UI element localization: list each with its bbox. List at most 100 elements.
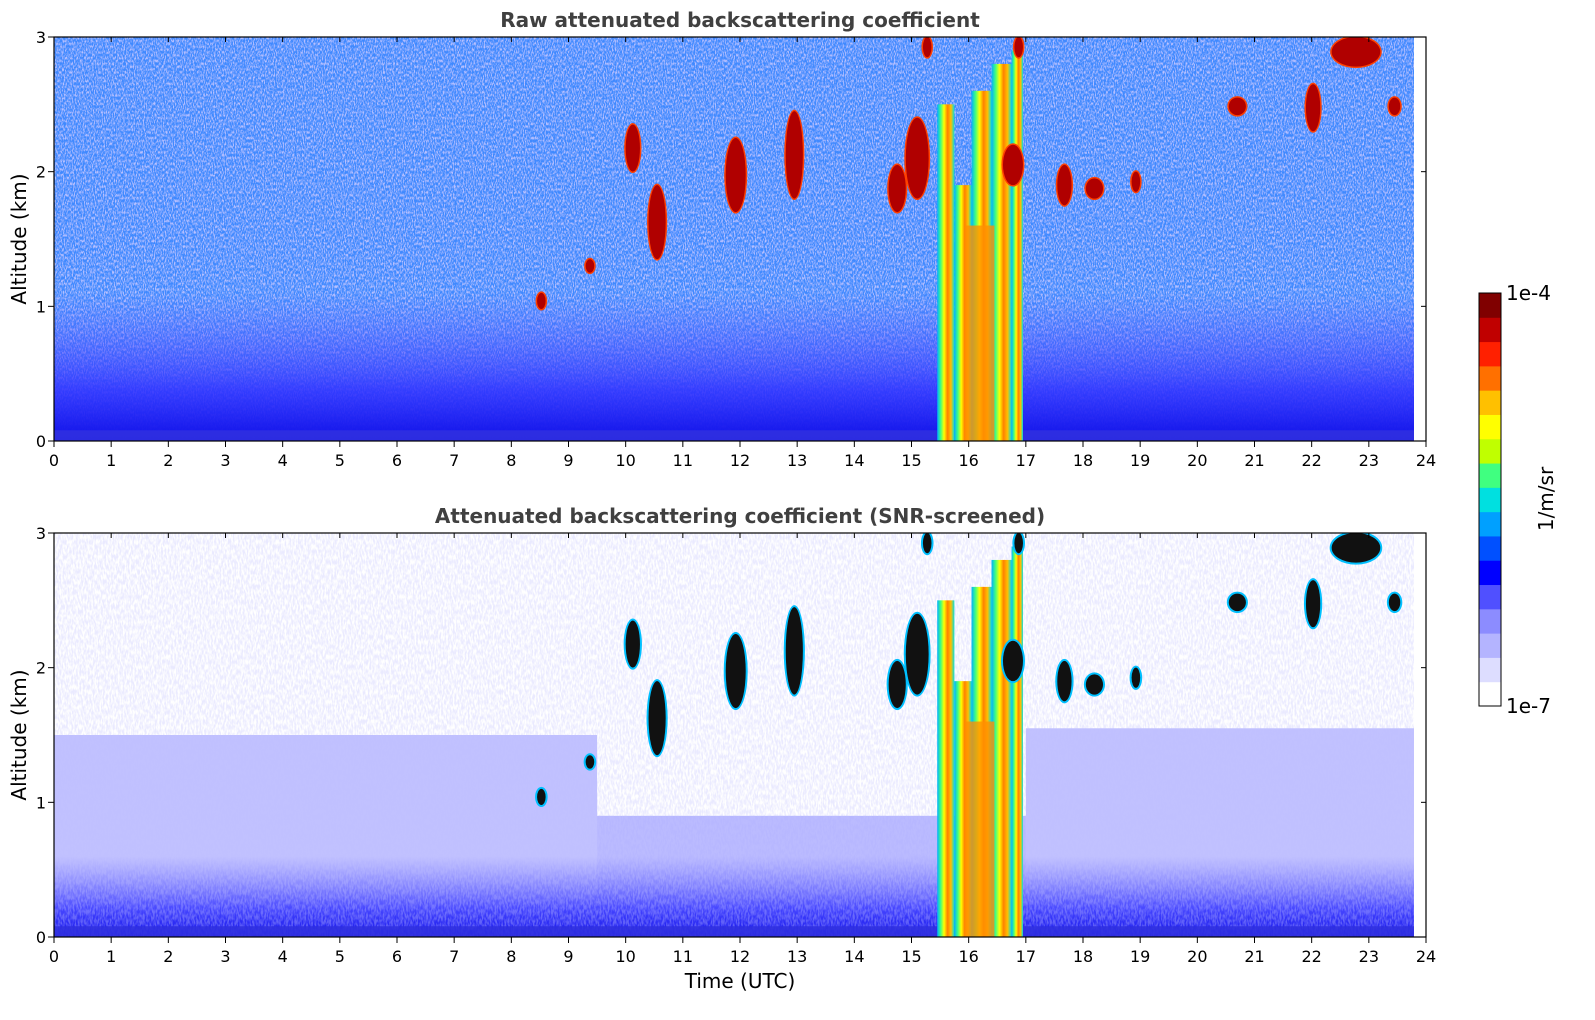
x-tick-label: 20	[1187, 451, 1207, 470]
colorbar-step	[1479, 487, 1501, 513]
cloud-patch	[625, 620, 640, 668]
colorbar-step	[1479, 414, 1501, 440]
colorbar-step	[1479, 463, 1501, 488]
cloud-patch	[1002, 640, 1023, 682]
x-tick-label: 10	[615, 947, 635, 966]
x-tick-label: 12	[730, 947, 750, 966]
x-tick-label: 18	[1073, 947, 1093, 966]
colorbar: 1e-4 1e-7 1/m/sr	[1478, 281, 1558, 718]
cloud-patch	[905, 613, 929, 695]
x-tick-label: 8	[506, 451, 516, 470]
heatmap-layer	[54, 533, 1414, 937]
cloud-patch	[537, 292, 546, 310]
ground-band	[54, 430, 1414, 441]
colorbar-step	[1479, 511, 1501, 537]
plume-segment	[991, 63, 1012, 441]
cloud-patch	[1131, 667, 1141, 688]
y-axis-label-screened: Altitude (km)	[7, 669, 31, 800]
ground-band	[54, 926, 1414, 937]
cloud-patch	[888, 164, 906, 213]
cloud-patch	[1131, 171, 1141, 192]
x-ticks-raw: 0 1 2 3 4 5 6 7 8 9 10 11 12 13 14 15 16 17 18 19 20 21 22 23 24	[49, 37, 1436, 470]
x-tick-label: 8	[506, 947, 516, 966]
plume-segment	[991, 559, 1012, 937]
x-tick-label: 23	[1359, 451, 1379, 470]
cloud-patch	[1388, 97, 1401, 116]
colorbar-unit-label: 1/m/sr	[1534, 466, 1558, 531]
cloud-patch	[1331, 533, 1381, 563]
x-ticks-screened: 0 1 2 3 4 5 6 7 8 9 10 11 12 13 14 15 16 17 18 19 20 21 22 23 24	[49, 533, 1436, 966]
colorbar-step	[1479, 317, 1501, 343]
plume-core	[965, 225, 995, 441]
cloud-patch	[725, 138, 746, 213]
plume-segment	[937, 104, 955, 441]
colorbar-step	[1479, 657, 1501, 683]
y-tick-label: 2	[36, 659, 46, 678]
colorbar-min-label: 1e-7	[1506, 694, 1551, 718]
cloud-patch	[1057, 164, 1072, 206]
chart-title-raw: Raw attenuated backscattering coefficien…	[500, 8, 980, 32]
x-tick-label: 14	[844, 947, 864, 966]
colorbar-step	[1479, 293, 1501, 318]
x-tick-label: 24	[1416, 947, 1436, 966]
x-tick-label: 22	[1301, 451, 1321, 470]
y-tick-label: 1	[36, 297, 46, 316]
x-tick-label: 3	[220, 451, 230, 470]
x-tick-label: 13	[787, 947, 807, 966]
colorbar-step	[1479, 584, 1501, 610]
cloud-patch	[905, 117, 929, 199]
x-tick-label: 21	[1244, 451, 1264, 470]
colorbar-frame	[1478, 292, 1502, 707]
x-tick-label: 21	[1244, 947, 1264, 966]
x-tick-label: 6	[392, 451, 402, 470]
x-tick-label: 14	[844, 451, 864, 470]
y-ticks-screened: 0 1 2 3	[36, 524, 1426, 947]
y-tick-label: 2	[36, 163, 46, 182]
chart-title-screened: Attenuated backscattering coefficient (S…	[435, 504, 1045, 528]
cloud-patch	[1014, 37, 1023, 58]
y-tick-label: 0	[36, 928, 46, 947]
colorbar-steps	[1479, 293, 1501, 707]
cloud-patch	[1388, 593, 1401, 612]
cloud-patch	[922, 37, 932, 58]
colorbar-step	[1479, 633, 1501, 658]
cloud-patch	[585, 259, 595, 273]
cloud-patch	[1228, 593, 1246, 612]
cloud-patch	[1305, 580, 1321, 628]
heatmap-layer	[54, 37, 1414, 441]
plume-core	[965, 721, 995, 937]
x-tick-label: 10	[615, 451, 635, 470]
x-tick-label: 22	[1301, 947, 1321, 966]
y-ticks-raw: 0 1 2 3	[36, 28, 1426, 451]
x-tick-label: 0	[49, 451, 59, 470]
colorbar-step	[1479, 365, 1501, 391]
colorbar-step	[1479, 608, 1501, 634]
cloud-patch	[1305, 84, 1321, 132]
colorbar-step	[1479, 438, 1501, 464]
x-tick-label: 4	[278, 451, 288, 470]
cloud-patch	[1085, 674, 1104, 695]
colorbar-step	[1479, 341, 1501, 367]
x-tick-label: 5	[335, 947, 345, 966]
panel-raw: Raw attenuated backscattering coefficien…	[7, 8, 1436, 470]
cloud-patch	[1331, 37, 1381, 67]
x-tick-label: 16	[958, 451, 978, 470]
y-tick-label: 3	[36, 28, 46, 47]
x-tick-label: 4	[278, 947, 288, 966]
x-tick-label: 19	[1130, 451, 1150, 470]
x-tick-label: 19	[1130, 947, 1150, 966]
colorbar-step	[1479, 535, 1501, 561]
x-tick-label: 2	[163, 451, 173, 470]
heatmap-screened	[54, 533, 1414, 937]
cloud-patch	[1014, 533, 1023, 554]
backscatter-noise	[54, 533, 1414, 937]
x-tick-label: 5	[335, 451, 345, 470]
x-axis-label: Time (UTC)	[684, 969, 796, 993]
cloud-patch	[1057, 660, 1072, 702]
x-tick-label: 12	[730, 451, 750, 470]
plume-segment	[1011, 546, 1023, 937]
colorbar-step	[1479, 681, 1501, 707]
x-tick-label: 9	[563, 947, 573, 966]
cloud-patch	[648, 185, 666, 260]
